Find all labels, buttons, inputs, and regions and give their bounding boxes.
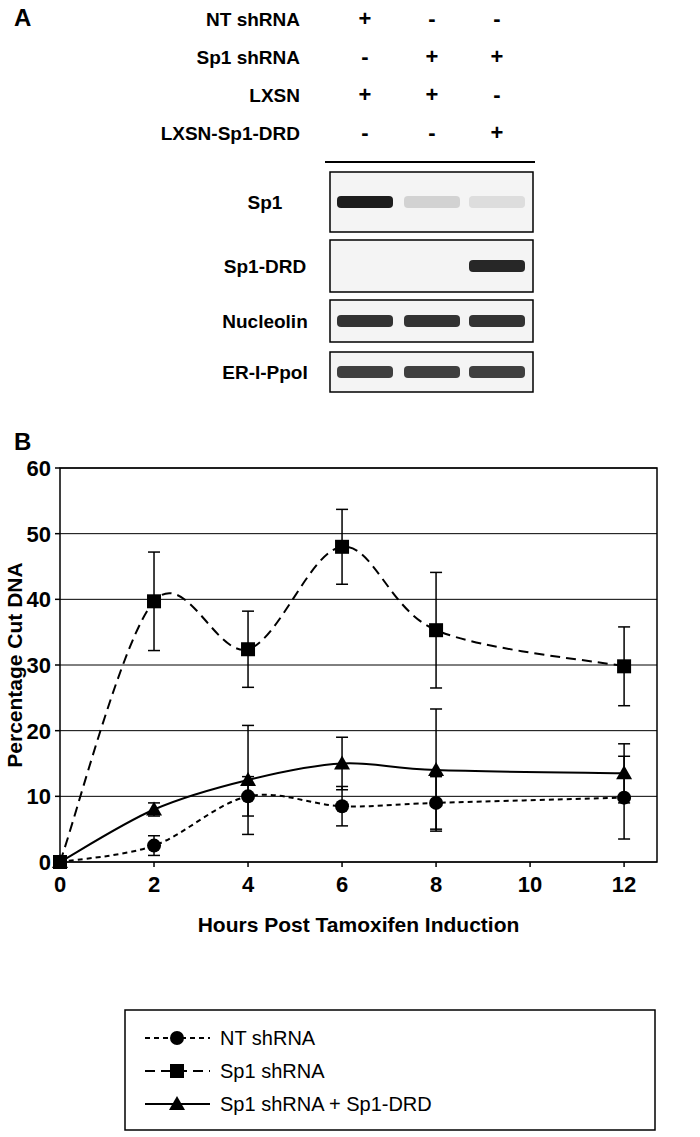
error-bar <box>336 786 348 825</box>
legend-marker <box>169 1096 185 1110</box>
grid-line <box>60 665 657 666</box>
legend-label: Sp1 shRNA <box>220 1060 325 1082</box>
blot-band <box>404 260 460 272</box>
plot-frame <box>60 468 657 862</box>
condition-sign: + <box>359 6 372 31</box>
tick-label: 30 <box>27 653 51 678</box>
blot-band <box>469 366 525 378</box>
tick-label: 12 <box>612 872 636 897</box>
error-bar <box>430 572 442 688</box>
tick-label: 10 <box>518 872 542 897</box>
data-point <box>147 839 161 853</box>
legend-label: Sp1 shRNA + Sp1-DRD <box>220 1093 432 1115</box>
tick-label: 20 <box>27 719 51 744</box>
error-bar <box>336 509 348 584</box>
panel-label: A <box>14 4 31 31</box>
condition-sign: - <box>361 120 368 145</box>
condition-sign: + <box>491 44 504 69</box>
data-point <box>147 594 161 608</box>
blot-band <box>337 366 393 378</box>
legend-marker <box>170 1031 184 1045</box>
data-point <box>335 540 349 554</box>
legend-frame <box>125 1010 655 1130</box>
tick-label: 6 <box>336 872 348 897</box>
tick-label: 0 <box>39 850 51 875</box>
tick-label: 2 <box>148 872 160 897</box>
blot-band <box>404 315 460 327</box>
blot-label: Sp1 <box>248 192 283 213</box>
data-point <box>240 772 256 786</box>
condition-sign: + <box>359 82 372 107</box>
blot-band <box>404 366 460 378</box>
figure: A NT shRNA + - - Sp1 shRNA - + + LXSN + + - LXSN-Sp1-… <box>0 0 700 1137</box>
data-point <box>241 642 255 656</box>
error-bar <box>148 552 160 651</box>
tick-label: 4 <box>242 872 255 897</box>
error-bar <box>148 836 160 856</box>
tick-label: 8 <box>430 872 442 897</box>
divider <box>325 161 535 163</box>
blot-band <box>337 260 393 272</box>
blot-band <box>337 196 393 208</box>
blot-band <box>404 196 460 208</box>
condition-label: LXSN <box>249 85 300 106</box>
data-point <box>53 855 67 869</box>
data-point <box>616 765 632 779</box>
grid-line <box>60 796 657 797</box>
data-point <box>146 801 162 815</box>
condition-sign: - <box>361 44 368 69</box>
tick-label: 10 <box>27 784 51 809</box>
tick-label: 0 <box>54 872 66 897</box>
blot-frame <box>330 300 533 342</box>
blot-frame <box>330 240 533 292</box>
data-point <box>617 659 631 673</box>
tick-label: 50 <box>27 522 51 547</box>
blot-label: Nucleolin <box>222 311 308 332</box>
data-point <box>335 799 349 813</box>
condition-label: Sp1 shRNA <box>197 47 301 68</box>
condition-label: LXSN-Sp1-DRD <box>161 123 300 144</box>
error-bar <box>242 611 254 687</box>
blot-frame <box>330 172 533 232</box>
grid-line <box>60 533 657 534</box>
plot-area <box>52 509 632 869</box>
tick-label: 60 <box>27 456 51 481</box>
tick-label: 40 <box>27 587 51 612</box>
condition-sign: + <box>491 120 504 145</box>
blot-band <box>469 315 525 327</box>
condition-sign: + <box>426 44 439 69</box>
data-point <box>334 756 350 770</box>
data-point <box>428 762 444 776</box>
condition-sign: - <box>428 120 435 145</box>
series-line <box>60 547 624 862</box>
condition-label: NT shRNA <box>206 9 300 30</box>
blot-frame <box>330 352 533 392</box>
legend-label: NT shRNA <box>220 1027 316 1049</box>
condition-sign: - <box>428 6 435 31</box>
blot-band <box>337 315 393 327</box>
condition-sign: + <box>426 82 439 107</box>
series-line <box>60 795 624 862</box>
grid-line <box>60 730 657 731</box>
error-bar <box>618 627 630 706</box>
blot-band <box>469 260 525 272</box>
blot-band <box>469 196 525 208</box>
panel-label: B <box>14 428 31 455</box>
blot-label: Sp1-DRD <box>224 256 306 277</box>
data-point <box>52 854 68 868</box>
legend-marker <box>170 1064 184 1078</box>
series-line <box>60 763 624 862</box>
axis-title: Hours Post Tamoxifen Induction <box>198 913 520 936</box>
condition-sign: - <box>493 82 500 107</box>
blot-label: ER-I-PpoI <box>222 362 308 383</box>
data-point <box>429 623 443 637</box>
condition-sign: - <box>493 6 500 31</box>
data-point <box>53 855 67 869</box>
axis-title: Percentage Cut DNA <box>3 562 26 767</box>
